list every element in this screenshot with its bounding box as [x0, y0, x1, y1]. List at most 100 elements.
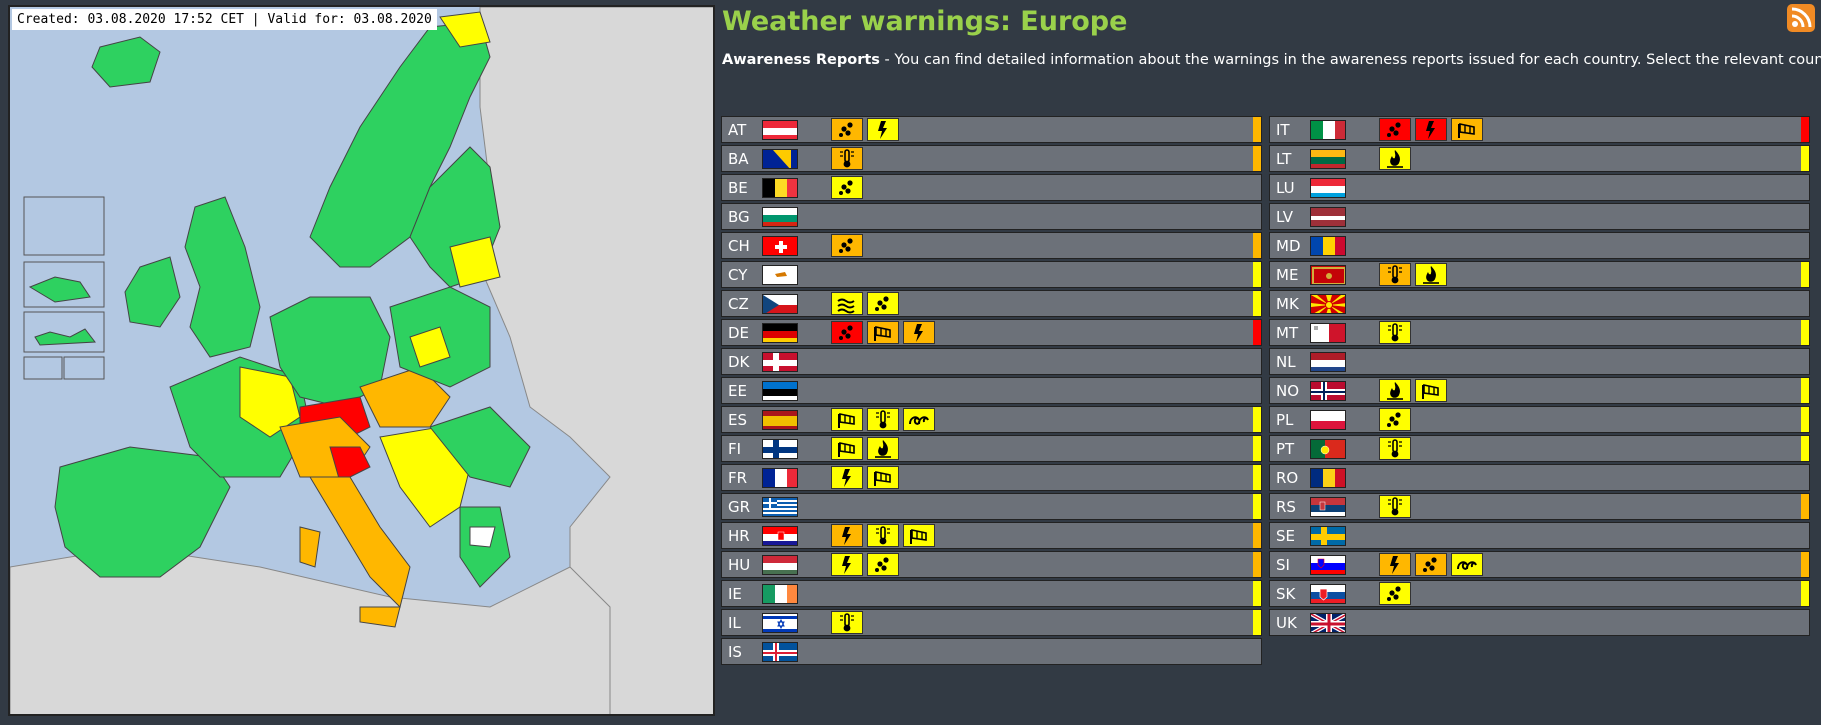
rain-warning-icon[interactable]: [1379, 408, 1411, 431]
coastal-event-warning-icon[interactable]: [1451, 553, 1483, 576]
country-row-lt[interactable]: LT: [1269, 145, 1810, 172]
country-row-nl[interactable]: NL: [1269, 348, 1810, 375]
country-row-me[interactable]: ME: [1269, 261, 1810, 288]
country-row-md[interactable]: MD: [1269, 232, 1810, 259]
country-code: IL: [728, 614, 741, 632]
flag-me-icon: [1310, 265, 1346, 285]
country-row-cz[interactable]: CZ: [721, 290, 1262, 317]
country-row-fi[interactable]: FI: [721, 435, 1262, 462]
country-row-es[interactable]: ES: [721, 406, 1262, 433]
country-row-si[interactable]: SI: [1269, 551, 1810, 578]
country-row-no[interactable]: NO: [1269, 377, 1810, 404]
wind-warning-icon[interactable]: [867, 466, 899, 489]
country-row-hu[interactable]: HU: [721, 551, 1262, 578]
country-row-ba[interactable]: BA: [721, 145, 1262, 172]
coastal-event-warning-icon[interactable]: [903, 408, 935, 431]
high-temperature-warning-icon[interactable]: [1379, 437, 1411, 460]
rain-warning-icon[interactable]: [831, 234, 863, 257]
thunderstorm-warning-icon[interactable]: [831, 466, 863, 489]
country-row-mt[interactable]: MT: [1269, 319, 1810, 346]
thunderstorm-warning-icon[interactable]: [867, 118, 899, 141]
flooding-warning-icon[interactable]: [831, 292, 863, 315]
warning-icons: [831, 466, 899, 489]
flag-be-icon: [762, 178, 798, 198]
wind-warning-icon[interactable]: [867, 321, 899, 344]
rss-feed-button[interactable]: [1787, 4, 1815, 32]
warning-map[interactable]: Created: 03.08.2020 17:52 CET | Valid fo…: [8, 5, 715, 716]
country-row-cy[interactable]: CY: [721, 261, 1262, 288]
country-row-sk[interactable]: SK: [1269, 580, 1810, 607]
high-temperature-warning-icon[interactable]: [867, 524, 899, 547]
forest-fire-warning-icon[interactable]: [867, 437, 899, 460]
rain-warning-icon[interactable]: [867, 553, 899, 576]
rain-warning-icon[interactable]: [1415, 553, 1447, 576]
country-row-il[interactable]: IL: [721, 609, 1262, 636]
country-row-rs[interactable]: RS: [1269, 493, 1810, 520]
warning-level-indicator: [1253, 117, 1261, 142]
country-row-de[interactable]: DE: [721, 319, 1262, 346]
warning-icons: [1379, 582, 1411, 605]
high-temperature-warning-icon[interactable]: [1379, 495, 1411, 518]
warning-level-indicator: [1253, 262, 1261, 287]
rain-warning-icon[interactable]: [831, 321, 863, 344]
forest-fire-warning-icon[interactable]: [1379, 379, 1411, 402]
country-row-is[interactable]: IS: [721, 638, 1262, 665]
high-temperature-warning-icon[interactable]: [831, 611, 863, 634]
rain-warning-icon[interactable]: [1379, 582, 1411, 605]
country-code: NL: [1276, 353, 1296, 371]
wind-warning-icon[interactable]: [1415, 379, 1447, 402]
country-row-gr[interactable]: GR: [721, 493, 1262, 520]
country-row-bg[interactable]: BG: [721, 203, 1262, 230]
wind-warning-icon[interactable]: [831, 437, 863, 460]
country-row-uk[interactable]: UK: [1269, 609, 1810, 636]
high-temperature-warning-icon[interactable]: [1379, 321, 1411, 344]
country-row-lu[interactable]: LU: [1269, 174, 1810, 201]
thunderstorm-warning-icon[interactable]: [831, 553, 863, 576]
warning-level-indicator: [1801, 552, 1809, 577]
country-code: LT: [1276, 150, 1292, 168]
country-row-be[interactable]: BE: [721, 174, 1262, 201]
forest-fire-warning-icon[interactable]: [1415, 263, 1447, 286]
country-row-ee[interactable]: EE: [721, 377, 1262, 404]
wind-warning-icon[interactable]: [831, 408, 863, 431]
high-temperature-warning-icon[interactable]: [1379, 263, 1411, 286]
high-temperature-warning-icon[interactable]: [867, 408, 899, 431]
country-row-it[interactable]: IT: [1269, 116, 1810, 143]
country-code: CY: [728, 266, 748, 284]
flag-dk-icon: [762, 352, 798, 372]
thunderstorm-warning-icon[interactable]: [831, 524, 863, 547]
country-code: HU: [728, 556, 751, 574]
thunderstorm-warning-icon[interactable]: [1379, 553, 1411, 576]
country-row-ro[interactable]: RO: [1269, 464, 1810, 491]
high-temperature-warning-icon[interactable]: [831, 147, 863, 170]
country-row-se[interactable]: SE: [1269, 522, 1810, 549]
flag-mt-icon: [1310, 323, 1346, 343]
country-row-mk[interactable]: MK: [1269, 290, 1810, 317]
thunderstorm-warning-icon[interactable]: [1415, 118, 1447, 141]
rain-warning-icon[interactable]: [1379, 118, 1411, 141]
rain-warning-icon[interactable]: [831, 176, 863, 199]
country-row-pt[interactable]: PT: [1269, 435, 1810, 462]
country-row-ie[interactable]: IE: [721, 580, 1262, 607]
country-row-hr[interactable]: HR: [721, 522, 1262, 549]
flag-pt-icon: [1310, 439, 1346, 459]
country-row-dk[interactable]: DK: [721, 348, 1262, 375]
country-row-ch[interactable]: CH: [721, 232, 1262, 259]
flag-lu-icon: [1310, 178, 1346, 198]
forest-fire-warning-icon[interactable]: [1379, 147, 1411, 170]
country-code: RO: [1276, 469, 1299, 487]
warning-level-indicator: [1253, 436, 1261, 461]
country-row-lv[interactable]: LV: [1269, 203, 1810, 230]
rain-warning-icon[interactable]: [831, 118, 863, 141]
rain-warning-icon[interactable]: [867, 292, 899, 315]
wind-warning-icon[interactable]: [903, 524, 935, 547]
rss-icon: [1791, 7, 1812, 28]
country-row-pl[interactable]: PL: [1269, 406, 1810, 433]
warning-icons: [831, 147, 863, 170]
country-row-at[interactable]: AT: [721, 116, 1262, 143]
europe-map-svg[interactable]: [10, 7, 715, 716]
warning-icons: [831, 524, 935, 547]
country-row-fr[interactable]: FR: [721, 464, 1262, 491]
thunderstorm-warning-icon[interactable]: [903, 321, 935, 344]
wind-warning-icon[interactable]: [1451, 118, 1483, 141]
